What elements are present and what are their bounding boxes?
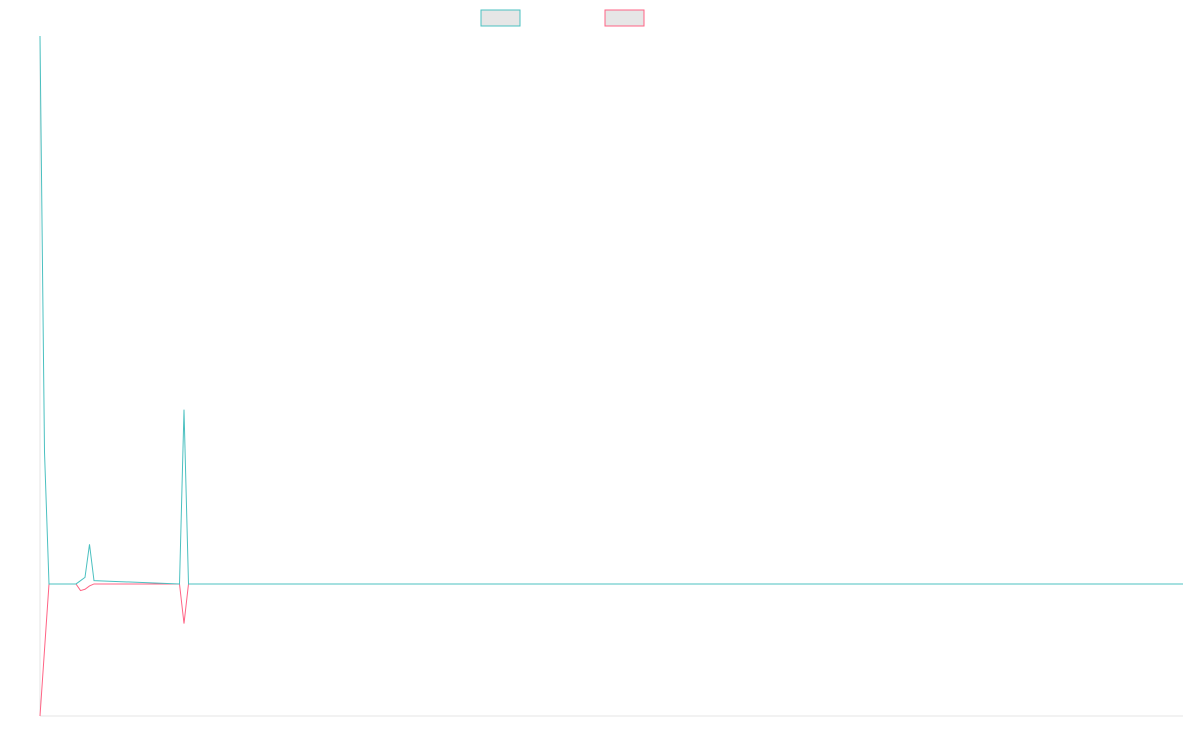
line-series	[39, 583, 1183, 717]
legend-swatch[interactable]	[604, 9, 645, 27]
line-series	[39, 35, 1183, 585]
legend-swatch[interactable]	[480, 9, 521, 27]
